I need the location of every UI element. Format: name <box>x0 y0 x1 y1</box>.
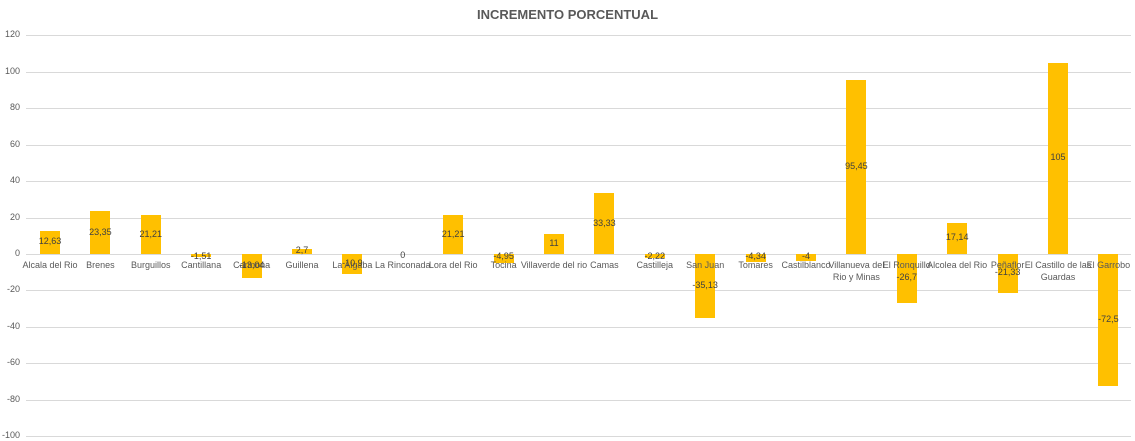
y-axis-tick-label: 120 <box>4 29 20 39</box>
y-axis-tick-label: 80 <box>9 102 20 112</box>
bar[interactable] <box>796 254 816 262</box>
bar[interactable] <box>544 233 564 254</box>
gridline <box>26 254 1131 255</box>
bar[interactable] <box>443 215 464 254</box>
bar[interactable] <box>90 211 111 254</box>
bar[interactable] <box>40 230 60 254</box>
bar[interactable] <box>191 254 212 257</box>
y-axis-tick-label: -60 <box>6 357 20 367</box>
data-label: 95,45 <box>845 160 868 171</box>
y-axis-tick-label: 0 <box>14 248 20 258</box>
gridline <box>26 181 1131 182</box>
bar[interactable] <box>241 254 262 278</box>
gridline <box>26 218 1131 219</box>
x-axis-category-label: Villanueva del Rio y Minas <box>828 260 885 282</box>
bar[interactable] <box>1098 254 1119 387</box>
gridline <box>26 400 1131 401</box>
x-axis-category-label: El Garrobo <box>1086 260 1131 270</box>
data-label: -4,95 <box>493 251 514 261</box>
y-axis-tick-label: -100 <box>1 430 20 440</box>
x-axis-category-label: Burguillos <box>131 260 171 270</box>
data-label: -4,34 <box>745 251 766 261</box>
x-axis-category-label: El Castillo de las Guardas <box>1024 260 1092 282</box>
y-axis-tick-label: 100 <box>4 66 20 76</box>
x-axis-category-label: Guillena <box>285 260 319 270</box>
y-axis-tick-label: 20 <box>9 212 20 222</box>
data-label: 105 <box>1050 152 1066 163</box>
data-label: -10,9 <box>342 257 363 268</box>
x-axis-category-label: El Ronquillo <box>882 260 931 270</box>
gridline <box>26 436 1131 437</box>
gridline <box>26 363 1131 364</box>
x-axis-category-label: Cantillana <box>181 260 222 270</box>
x-axis-category-label: Castilleja <box>636 260 674 270</box>
bar[interactable] <box>896 254 917 303</box>
data-label: 23,35 <box>89 226 112 237</box>
x-axis-category-label: La Algaba <box>332 260 373 270</box>
bar[interactable] <box>1048 62 1068 254</box>
gridline <box>26 35 1131 36</box>
data-label: 21,21 <box>139 228 163 239</box>
gridline <box>26 108 1131 109</box>
data-label: -26,7 <box>896 272 918 283</box>
x-axis-category-label: Tomares <box>738 260 773 270</box>
x-axis-category-label: Castilblanco <box>781 260 831 270</box>
bar[interactable] <box>140 215 161 254</box>
data-label: -4 <box>801 251 810 261</box>
data-label: -2,22 <box>644 251 666 261</box>
data-label: -35,13 <box>692 280 718 291</box>
gridline <box>26 327 1131 328</box>
x-axis-category-label: La Rinconada <box>375 260 431 270</box>
x-axis-category-label: Alcala del Rio <box>22 260 78 270</box>
bar[interactable] <box>846 79 867 254</box>
x-axis-category-label: Tocina <box>490 260 517 270</box>
bar[interactable] <box>493 254 514 264</box>
data-label: 11 <box>549 237 559 248</box>
bar[interactable] <box>292 249 312 254</box>
y-axis-tick-label: 40 <box>9 175 20 185</box>
x-axis-category-label: San Juan <box>686 260 725 270</box>
data-label: 33,33 <box>593 217 616 228</box>
x-axis-category-label: Peñaflor <box>990 260 1025 270</box>
bar[interactable] <box>745 254 766 262</box>
data-label: 21,21 <box>441 228 465 239</box>
data-label: 17,14 <box>945 232 969 243</box>
x-axis-category-label: Camas <box>590 260 619 270</box>
y-axis-tick-label: -20 <box>6 284 20 294</box>
y-axis-tick-label: 60 <box>9 139 20 149</box>
y-axis-tick-label: -80 <box>6 394 20 404</box>
x-axis-category-label: Alcolea del Rio <box>927 260 988 270</box>
data-label: 12,63 <box>38 236 62 247</box>
data-label: -1,51 <box>190 251 212 261</box>
bar[interactable] <box>695 254 716 319</box>
bar[interactable] <box>342 254 363 274</box>
data-label: -13,04 <box>238 259 265 270</box>
data-label: 0 <box>400 250 406 260</box>
bar[interactable] <box>644 254 665 259</box>
x-axis-category-label: Lora del Rio <box>428 260 478 270</box>
bar[interactable] <box>594 193 615 254</box>
bar[interactable] <box>997 254 1018 293</box>
data-label: -72,5 <box>1098 314 1119 325</box>
chart-title: INCREMENTO PORCENTUAL <box>476 7 659 22</box>
data-label: -21,33 <box>994 267 1021 278</box>
y-axis-tick-label: -40 <box>6 321 20 331</box>
x-axis-category-label: Villaverde del rio <box>520 260 588 270</box>
gridline <box>26 290 1131 291</box>
gridline <box>26 72 1131 73</box>
data-label: 2,7 <box>295 245 309 256</box>
bar[interactable] <box>947 222 968 254</box>
x-axis-category-label: Carmona <box>233 260 271 270</box>
x-axis-category-label: Brenes <box>86 260 115 270</box>
gridline <box>26 145 1131 146</box>
